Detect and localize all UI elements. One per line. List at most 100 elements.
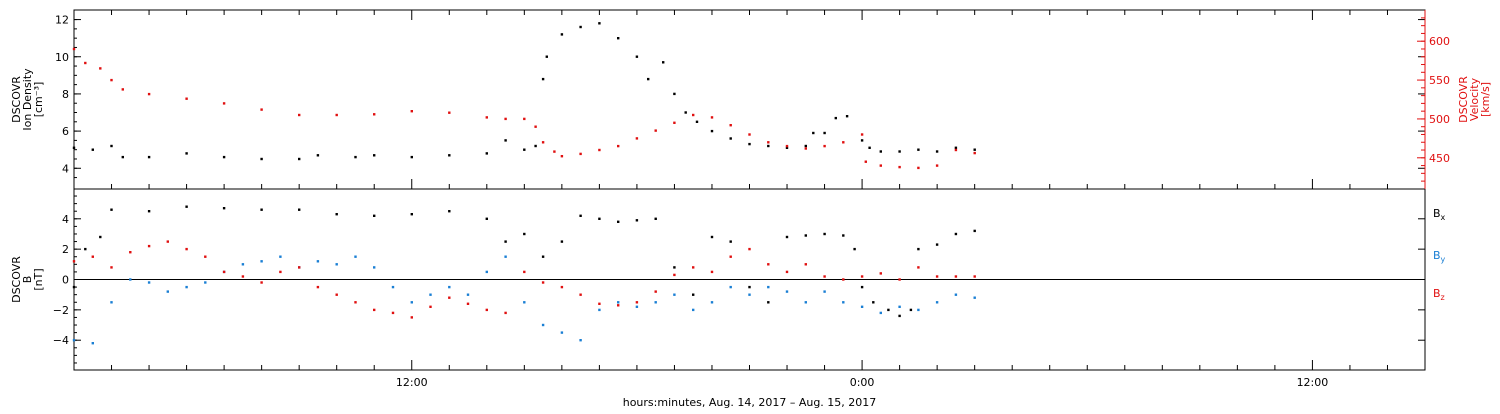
data-point-by xyxy=(579,339,582,342)
data-point-velocity xyxy=(335,113,338,117)
data-point-velocity xyxy=(917,166,920,170)
y-right-axis-label-line: DSCOVR xyxy=(1457,76,1470,123)
y-left-tick-label: 10 xyxy=(55,51,69,64)
data-point-bz xyxy=(373,308,376,312)
y-left-tick-label: 6 xyxy=(62,125,69,138)
y-left-tick-label: 4 xyxy=(62,213,69,226)
data-point-by xyxy=(973,296,976,299)
data-point-density xyxy=(298,157,301,161)
data-point-velocity xyxy=(598,148,601,152)
data-point-bz xyxy=(523,270,526,274)
data-point-bz xyxy=(166,240,169,243)
data-point-density xyxy=(729,137,732,140)
data-point-bz xyxy=(91,255,94,258)
data-point-bx xyxy=(541,255,545,258)
y-left-tick-label: −4 xyxy=(53,334,69,347)
legend-label-bz: Bz xyxy=(1433,287,1445,302)
data-point-by xyxy=(917,308,920,312)
data-point-density xyxy=(485,152,488,155)
data-point-bx xyxy=(785,235,789,239)
data-point-bx xyxy=(99,235,102,239)
data-point-velocity xyxy=(710,116,714,119)
data-point-bz xyxy=(560,285,564,289)
data-point-bx xyxy=(560,240,564,243)
data-point-bx xyxy=(887,308,890,312)
data-point-bz xyxy=(410,316,413,319)
data-point-density xyxy=(684,111,687,114)
data-point-bz xyxy=(504,311,507,315)
data-point-velocity xyxy=(448,111,451,114)
y-left-axis-label-line: DSCOVR xyxy=(10,256,23,303)
y-right-tick-label: 450 xyxy=(1429,152,1450,165)
y-left-axis-label: DSCOVRIon Density[cm⁻³] xyxy=(10,68,45,131)
data-point-by xyxy=(504,255,507,258)
data-point-velocity xyxy=(935,164,939,167)
data-point-density xyxy=(523,148,526,151)
data-point-by xyxy=(241,263,245,266)
data-point-velocity xyxy=(298,113,301,117)
data-point-density xyxy=(373,154,376,157)
data-point-by xyxy=(279,255,282,258)
data-point-bx xyxy=(635,219,639,222)
legend-label-by: By xyxy=(1433,249,1446,264)
data-point-bx xyxy=(448,210,451,213)
data-point-density xyxy=(617,37,620,40)
data-point-velocity xyxy=(222,102,226,105)
data-point-velocity xyxy=(121,88,124,91)
data-point-velocity xyxy=(864,160,867,163)
data-point-density xyxy=(917,148,920,151)
data-point-density xyxy=(560,33,564,36)
data-point-by xyxy=(466,293,470,296)
data-point-density xyxy=(354,155,357,159)
data-point-velocity xyxy=(147,92,151,96)
data-point-density xyxy=(954,146,958,149)
data-point-bz xyxy=(485,308,488,312)
data-point-by xyxy=(598,308,601,312)
data-point-velocity xyxy=(185,97,188,100)
data-point-bz xyxy=(804,263,807,266)
plot-frame xyxy=(73,9,1426,371)
data-point-bz xyxy=(748,247,751,251)
data-point-bx xyxy=(617,220,620,223)
data-point-velocity xyxy=(410,110,413,113)
data-point-density xyxy=(879,150,882,153)
data-point-by xyxy=(635,305,639,308)
data-point-bz xyxy=(617,304,620,307)
data-point-density xyxy=(147,155,151,159)
data-point-bx xyxy=(973,229,976,233)
data-point-by xyxy=(823,290,826,293)
data-point-by xyxy=(860,305,864,308)
data-point-by xyxy=(748,293,751,296)
data-point-bx xyxy=(523,232,526,236)
data-point-bz xyxy=(298,266,301,269)
data-point-bz xyxy=(673,273,676,277)
data-point-bz xyxy=(147,244,151,248)
data-point-density xyxy=(785,146,789,149)
data-point-by xyxy=(842,301,845,304)
data-point-bx xyxy=(729,240,732,243)
data-point-bx xyxy=(767,301,770,304)
data-point-bx xyxy=(909,308,913,312)
legend-label-subscript: y xyxy=(1441,255,1446,264)
data-point-bz xyxy=(710,270,714,274)
data-point-by xyxy=(91,342,94,345)
data-point-density xyxy=(673,92,676,96)
data-point-density xyxy=(812,131,815,135)
legend-label-bx: Bx xyxy=(1433,207,1446,222)
data-point-density xyxy=(185,152,188,155)
data-point-bz xyxy=(316,285,320,289)
data-point-bx xyxy=(954,232,958,236)
x-tick-label: 12:00 xyxy=(1297,376,1329,389)
data-point-bx xyxy=(917,247,920,251)
data-point-bz xyxy=(842,278,845,281)
data-point-velocity xyxy=(99,67,102,70)
data-point-by xyxy=(72,339,76,342)
data-point-bx xyxy=(504,240,507,243)
data-point-by xyxy=(767,285,770,289)
y-right-tick-label: 500 xyxy=(1429,113,1450,126)
data-point-velocity xyxy=(785,144,789,148)
data-point-bx xyxy=(373,214,376,217)
data-point-density xyxy=(973,148,976,151)
data-point-velocity xyxy=(692,113,695,117)
data-point-bx xyxy=(298,208,301,211)
